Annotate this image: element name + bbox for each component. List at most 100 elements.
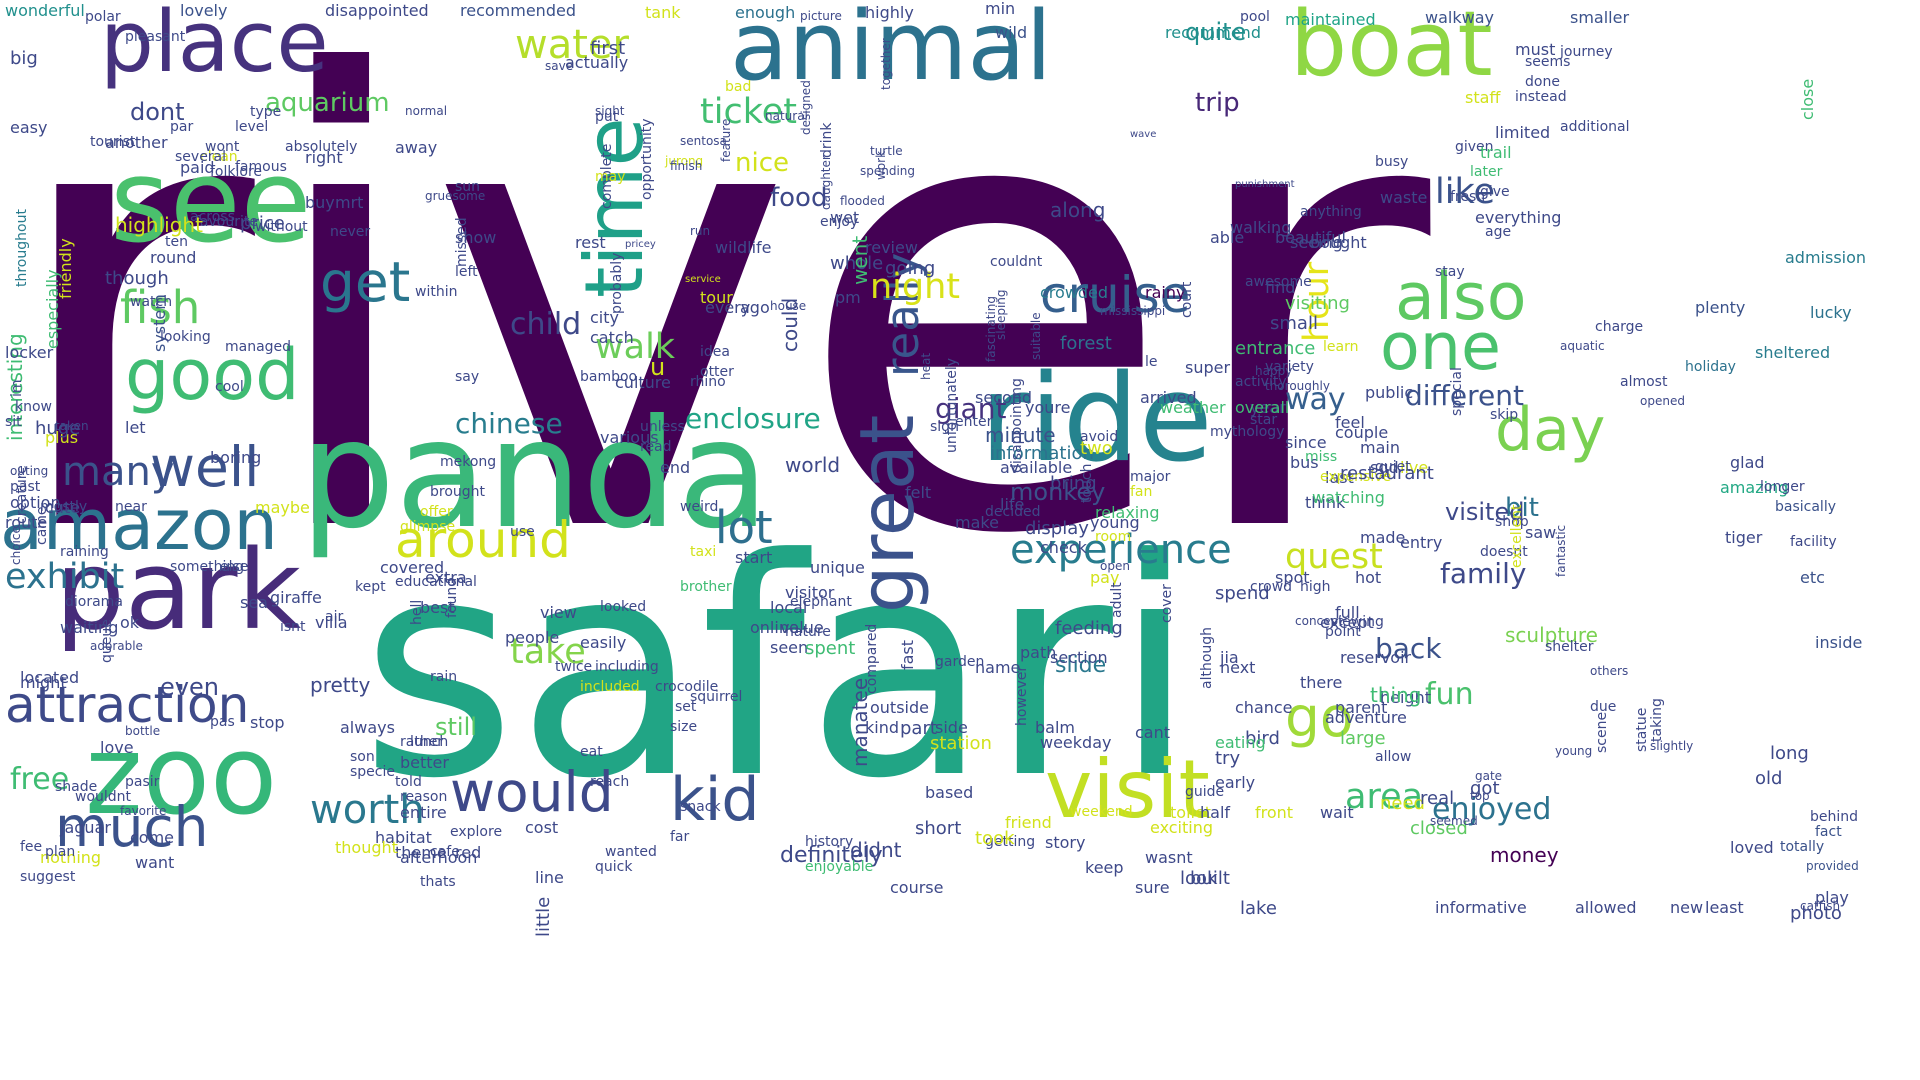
word-happy: happy (1255, 364, 1293, 378)
word-around: around (395, 511, 571, 569)
word-display: display (1025, 518, 1089, 539)
word-still: still (435, 713, 477, 741)
word-drink: drink (819, 122, 835, 158)
word-fee: fee (20, 839, 43, 855)
word-shop: shop (1495, 514, 1529, 530)
word-avoid: avoid (1080, 429, 1119, 445)
word-adult: adult (1109, 582, 1125, 618)
word-didnt: didnt (850, 838, 902, 862)
word-arrived: arrived (1140, 388, 1197, 407)
word-would: would (450, 760, 614, 824)
word-early: early (1215, 773, 1256, 792)
word-balm: balm (1035, 718, 1075, 737)
word-took: took (975, 828, 1015, 849)
word-doesnt: doesnt (1480, 544, 1528, 560)
word-information: information (990, 443, 1094, 464)
word-fun: fun (1425, 677, 1474, 712)
word-charge: charge (1595, 319, 1644, 335)
word-brother: brother (680, 579, 732, 595)
word-second: second (975, 388, 1033, 407)
word-isnt: isnt (280, 619, 306, 635)
word-half: half (1200, 803, 1231, 822)
word-gruesome: gruesome (425, 189, 486, 203)
word-wet: wet (830, 208, 860, 227)
word-buy: buy (305, 193, 335, 212)
word-longer: longer (1760, 479, 1805, 495)
word-fan: fan (1130, 484, 1153, 500)
word-outside: outside (870, 698, 929, 717)
word-allowed: allowed (1575, 898, 1637, 917)
word-wonderful: wonderful (5, 1, 85, 20)
word-enclosure: enclosure (685, 402, 821, 435)
word-weird: weird (680, 499, 719, 515)
word-natural: natural (765, 109, 808, 123)
word-rather: rather (400, 734, 444, 750)
word-wouldnt: wouldnt (75, 789, 132, 805)
word-ok: ok (120, 613, 140, 632)
word-raining: raining (60, 544, 109, 560)
word-major: major (1130, 469, 1171, 485)
word-lot: lot (715, 501, 773, 554)
word-place: place (100, 0, 329, 92)
word-rhino: rhino (690, 374, 726, 390)
word-visiting: visiting (1285, 293, 1350, 314)
word-adorable: adorable (90, 639, 143, 653)
word-quick: quick (595, 859, 633, 875)
word-least: least (1705, 898, 1744, 917)
word-maintained: maintained (1285, 10, 1376, 29)
word-kind: kind (865, 718, 900, 737)
word-day: day (1495, 395, 1606, 465)
word-theme: theme (395, 843, 447, 862)
word-squirrel: squirrel (690, 689, 743, 705)
word-friendly: friendly (56, 238, 75, 299)
word-suggest: suggest (20, 869, 76, 885)
word-jia: jia (1220, 648, 1239, 667)
word-eat: eat (580, 744, 603, 760)
word-find: find (1265, 278, 1296, 297)
word-suitable: suitable (1029, 312, 1043, 360)
word-flooded: flooded (840, 194, 885, 208)
word-although: although (1199, 626, 1215, 689)
word-tank: tank (645, 3, 681, 22)
word-overall: overall (1235, 398, 1290, 417)
word-bamboo: bamboo (580, 369, 638, 385)
word-throughout: throughout (14, 209, 30, 287)
word-new: new (1670, 898, 1704, 917)
word-watching: watching (1312, 488, 1385, 507)
word-large: large (1340, 728, 1386, 749)
word-opportunity: opportunity (639, 118, 655, 200)
word-actually: actually (565, 53, 629, 72)
word-thing: thing (1370, 683, 1422, 707)
word-villa: villa (315, 613, 348, 632)
word-bring: bring (1050, 473, 1097, 494)
word-couple: couple (1335, 423, 1389, 442)
word-rest: rest (575, 233, 606, 252)
word-across: across (190, 209, 235, 225)
word-choice: choice (9, 526, 23, 565)
word-opened: opened (1640, 394, 1685, 408)
word-able: able (1210, 228, 1245, 247)
word-including: including (595, 659, 659, 675)
word-taken: taken (55, 419, 89, 433)
word-go: go (1285, 685, 1354, 749)
word-pay: pay (1090, 568, 1120, 587)
word-journey: journey (1560, 44, 1613, 60)
word-high: high (1300, 579, 1331, 595)
word-though: though (105, 268, 169, 289)
word-chinese: chinese (455, 407, 563, 440)
word-weather: weather (1160, 398, 1226, 417)
word-culture: culture (615, 373, 671, 392)
word-quest: quest (1285, 537, 1383, 577)
word-chance: chance (1235, 698, 1293, 717)
word-wildlife: wildlife (715, 238, 772, 257)
word-rainy: rainy (1145, 283, 1186, 302)
word-probably: probably (609, 252, 625, 314)
word-designed: designed (799, 80, 813, 135)
word-past: past (10, 479, 41, 495)
word-kept: kept (355, 579, 386, 595)
word-bit: bit (1505, 493, 1539, 523)
word-built: built (1190, 868, 1230, 889)
word-also: also (1395, 260, 1527, 335)
word-local: local (770, 598, 808, 617)
word-age: age (1485, 224, 1512, 240)
